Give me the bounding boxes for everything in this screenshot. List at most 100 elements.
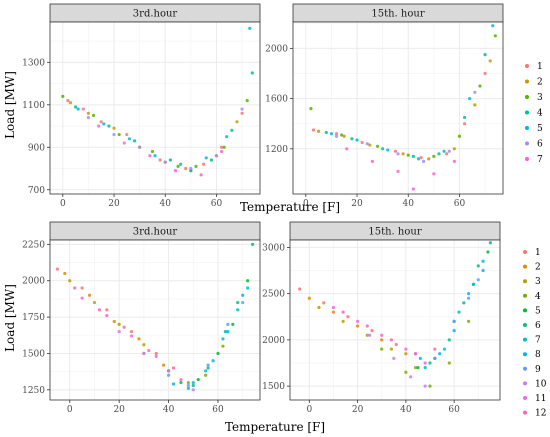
panel-bottom-right: 15th. hour 0 20 40 60 1500 2000 2500 3000 <box>262 221 501 415</box>
data-point <box>206 363 210 367</box>
data-point <box>241 293 245 297</box>
legend-label: 10 <box>535 379 547 389</box>
data-point <box>66 98 70 103</box>
data-point <box>112 132 116 137</box>
data-point <box>331 310 336 314</box>
data-point <box>442 149 446 153</box>
legend-key <box>523 323 527 327</box>
data-point <box>230 128 234 132</box>
data-point <box>368 333 372 337</box>
data-point <box>179 378 183 382</box>
x-tick-label: 40 <box>163 405 175 415</box>
y-tick-label: 2000 <box>262 336 285 346</box>
data-point <box>148 154 152 158</box>
y-tick-label: 3000 <box>262 243 285 253</box>
data-point <box>105 308 109 312</box>
data-point <box>462 122 467 126</box>
data-point <box>393 149 398 153</box>
y-tick-label: 1250 <box>22 386 45 396</box>
legend-key <box>523 264 527 269</box>
data-point <box>345 147 349 151</box>
legend-key <box>525 110 529 115</box>
data-point <box>427 157 431 161</box>
legend-key <box>523 293 527 298</box>
data-point <box>221 344 225 348</box>
plot-area-top-right: 0 20 40 60 1200 1600 2000 <box>265 21 504 209</box>
data-point <box>216 351 220 356</box>
data-point <box>250 71 254 75</box>
data-point <box>179 380 183 385</box>
data-point <box>246 279 250 283</box>
data-point <box>413 352 418 356</box>
data-point <box>74 105 78 109</box>
data-point <box>355 324 360 328</box>
data-point <box>404 347 408 351</box>
data-point <box>236 308 240 312</box>
data-point <box>86 111 91 115</box>
data-point <box>409 375 413 379</box>
data-point <box>127 137 131 141</box>
data-point <box>211 359 215 363</box>
data-point <box>191 380 195 385</box>
data-point <box>199 173 203 177</box>
data-point <box>246 286 250 290</box>
data-point <box>107 124 111 128</box>
data-point <box>168 158 172 162</box>
data-point <box>317 129 321 133</box>
data-point <box>196 378 200 382</box>
y-tick-label: 1500 <box>262 382 285 392</box>
data-point <box>163 160 167 164</box>
data-point <box>117 330 121 334</box>
data-point <box>416 157 421 161</box>
legend-key <box>523 352 527 357</box>
data-point <box>368 143 372 147</box>
data-point <box>445 152 449 156</box>
data-point <box>355 138 359 142</box>
legend-key <box>525 141 529 146</box>
data-point <box>428 361 432 365</box>
data-point <box>468 96 472 101</box>
panel-bottom-left: 3rd.hour 0 20 40 60 1250 1500 1750 2000 2250 <box>22 221 261 415</box>
data-point <box>346 315 350 319</box>
data-point <box>245 98 249 103</box>
data-point <box>194 164 198 168</box>
data-point <box>158 158 162 162</box>
panel-border <box>292 21 504 195</box>
panel-background <box>50 22 260 194</box>
data-point <box>478 84 482 88</box>
data-point <box>481 268 485 273</box>
data-point <box>221 337 225 341</box>
data-point <box>68 279 72 283</box>
data-point <box>73 286 77 290</box>
data-point <box>481 259 485 263</box>
data-point <box>87 293 92 297</box>
data-point <box>360 140 364 145</box>
x-tick-label: 20 <box>108 199 120 209</box>
legend-label: 4 <box>535 292 541 302</box>
y-tick-label: 2250 <box>22 240 45 250</box>
data-point <box>350 137 354 141</box>
data-point <box>394 342 398 347</box>
data-point <box>493 34 497 38</box>
x-tick-label: 40 <box>160 199 172 209</box>
data-point <box>226 330 230 334</box>
data-point <box>365 333 369 337</box>
data-point <box>483 71 487 76</box>
legend-key <box>525 64 529 68</box>
data-point <box>138 145 142 149</box>
data-point <box>438 352 442 356</box>
x-tick-label: 20 <box>352 405 364 415</box>
data-point <box>179 162 183 166</box>
data-point <box>341 319 345 323</box>
legend-label: 9 <box>535 365 541 375</box>
panel-border <box>49 21 261 195</box>
legend-label: 6 <box>537 140 543 150</box>
data-point <box>462 301 466 305</box>
data-point <box>225 135 229 139</box>
data-point <box>452 159 456 163</box>
data-point <box>370 329 374 333</box>
data-point <box>204 373 208 377</box>
data-point <box>186 386 190 390</box>
data-point <box>416 366 420 370</box>
data-point <box>204 156 208 160</box>
